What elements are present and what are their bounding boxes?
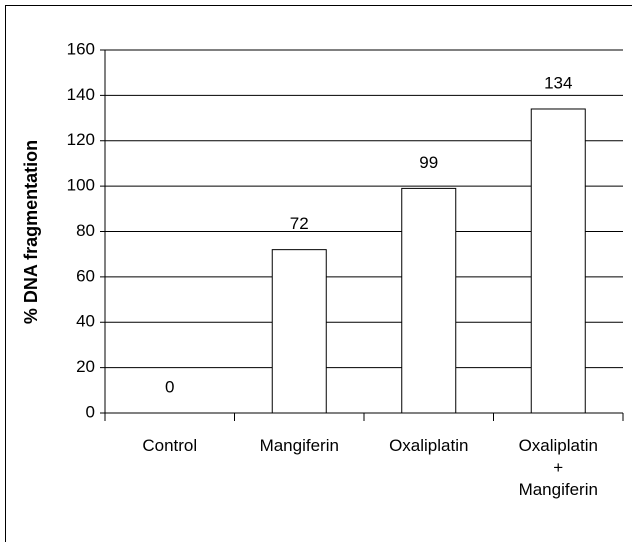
bar bbox=[271, 249, 327, 414]
y-axis-label: % DNA fragmentation bbox=[21, 140, 41, 324]
y-tick-label: 60 bbox=[76, 266, 95, 285]
y-tick-label: 120 bbox=[67, 130, 95, 149]
x-tick-label: Oxaliplatin bbox=[389, 436, 469, 455]
y-tick-label: 20 bbox=[76, 357, 95, 376]
y-tick-label: 40 bbox=[76, 312, 95, 331]
data-label: 134 bbox=[544, 73, 572, 92]
x-tick-label: Control bbox=[142, 436, 198, 455]
y-tick-label: 140 bbox=[67, 85, 95, 104]
data-label: 99 bbox=[419, 153, 438, 172]
y-tick-label: 100 bbox=[67, 176, 95, 195]
y-tick-label: 0 bbox=[86, 402, 95, 421]
data-label: 0 bbox=[165, 377, 174, 396]
bar bbox=[530, 108, 586, 414]
chart-border bbox=[5, 5, 632, 542]
x-tick-label: Mangiferin bbox=[259, 436, 339, 455]
y-tick-label: 160 bbox=[67, 39, 95, 58]
y-tick-label: 80 bbox=[76, 221, 95, 240]
bar bbox=[401, 187, 457, 414]
x-tick-label: Oxaliplatin + Mangiferin bbox=[518, 436, 598, 499]
data-label: 72 bbox=[290, 214, 309, 233]
